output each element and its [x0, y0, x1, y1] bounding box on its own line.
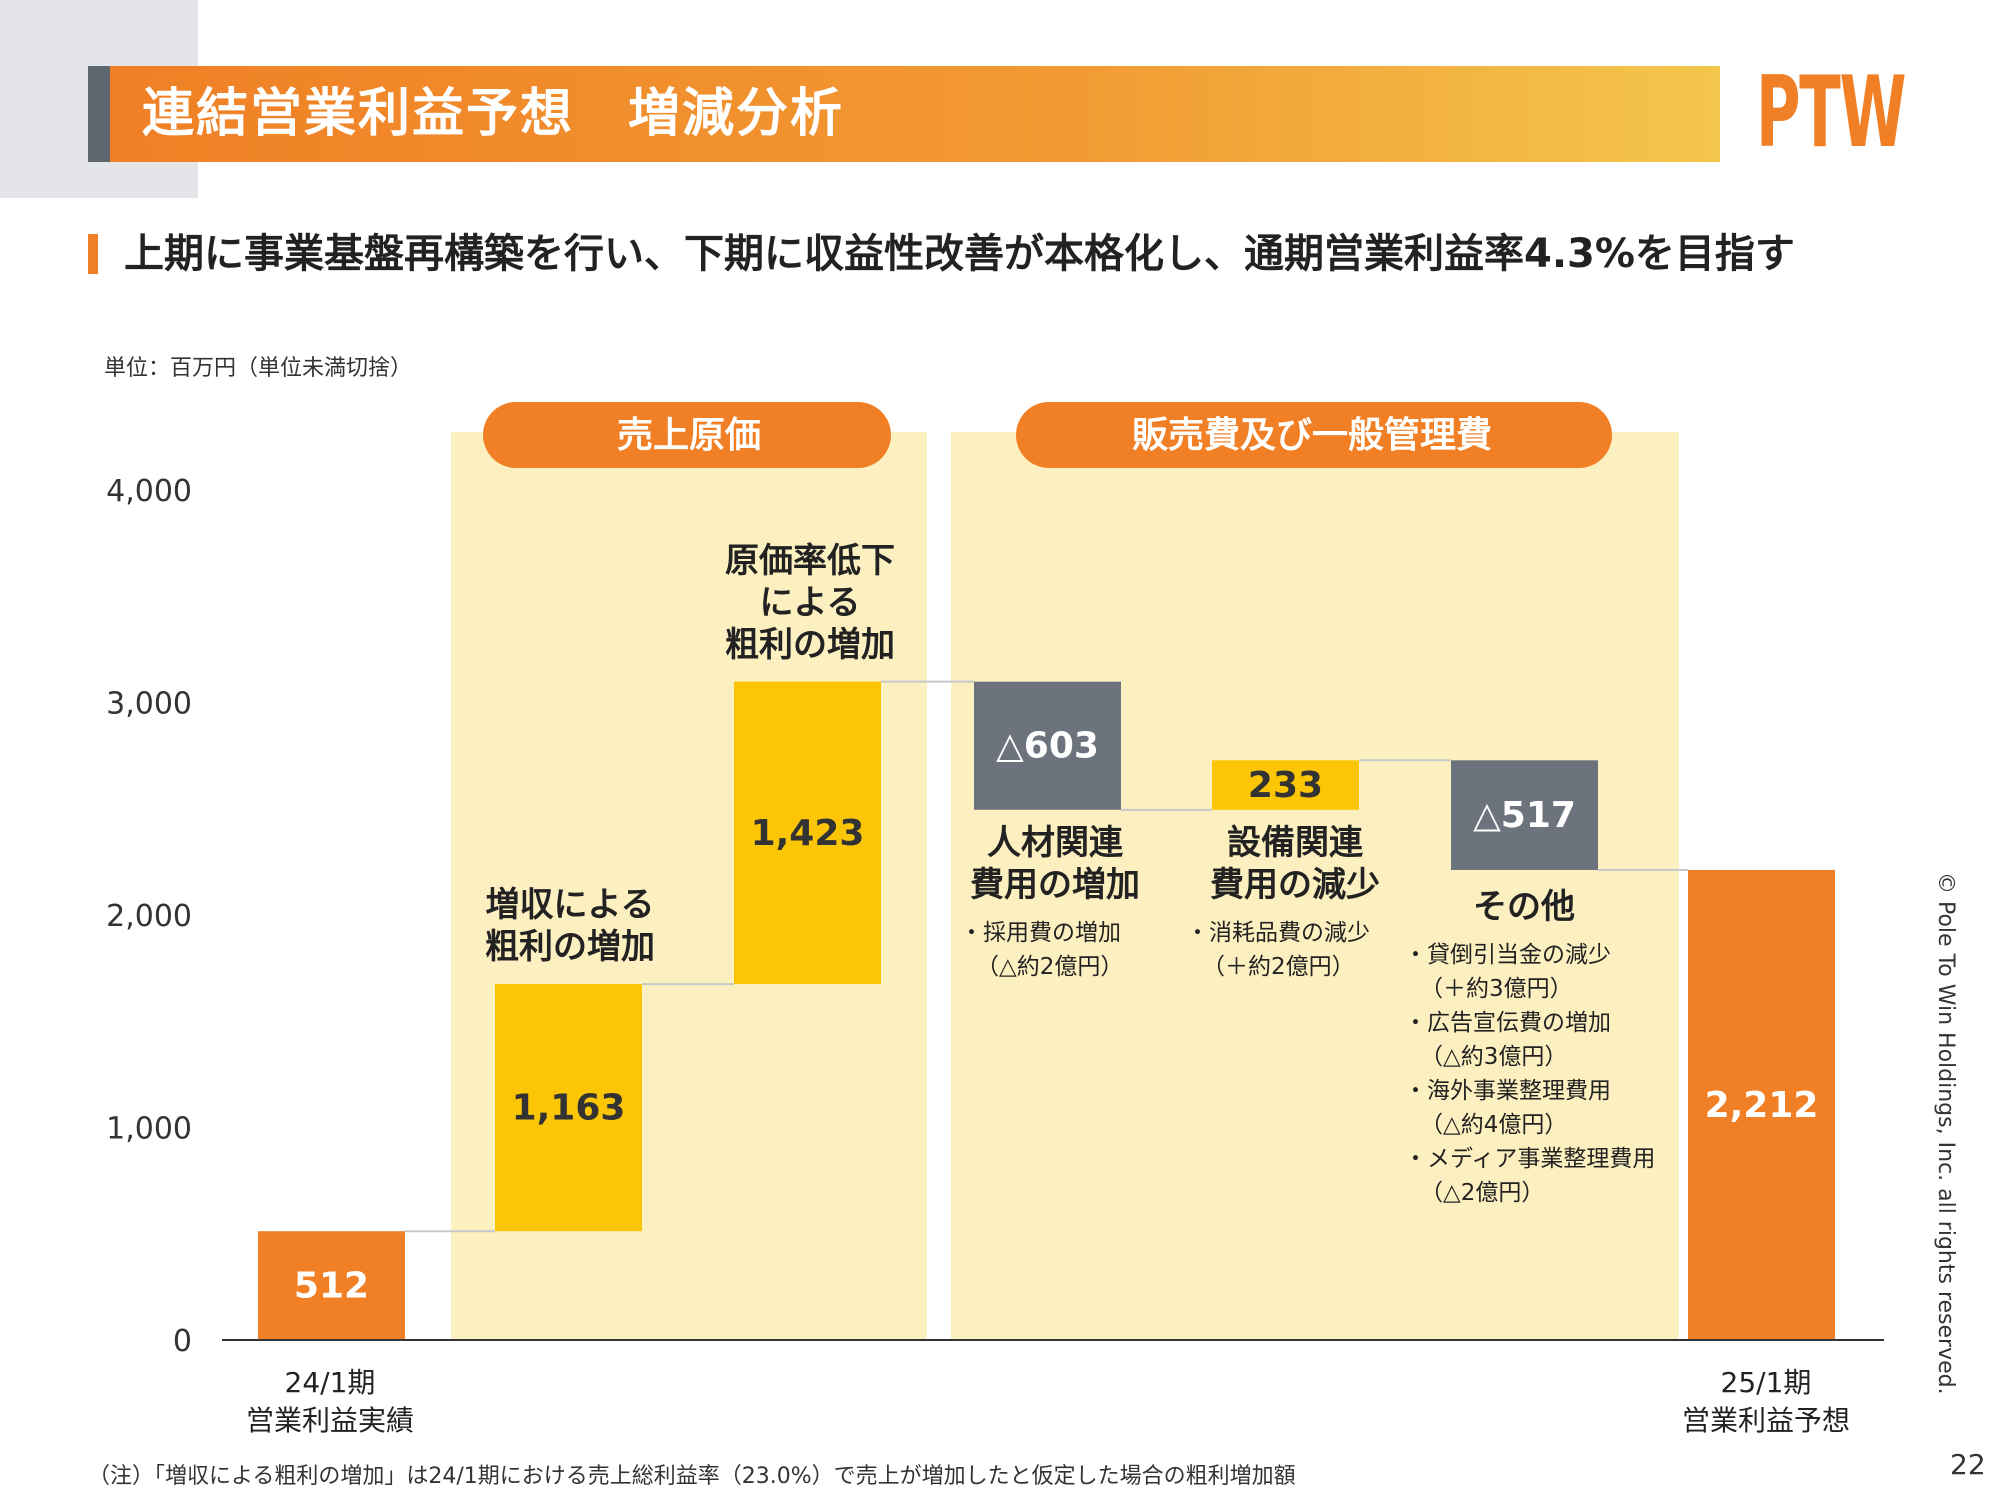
label-jinzai-line1: 人材関連	[987, 823, 1123, 863]
bar-value-label-3: 1,423	[751, 813, 865, 854]
label-zoushu: 増収による 粗利の増加	[470, 884, 670, 968]
bar-6	[1451, 760, 1598, 870]
page-subtitle: 上期に事業基盤再構築を行い、下期に収益性改善が本格化し、通期営業利益率4.3%を…	[124, 231, 1795, 277]
y-tick-label: 2,000	[106, 899, 192, 934]
bar-1	[258, 1231, 405, 1340]
xcat-25-1-line2: 営業利益予想	[1681, 1404, 1850, 1437]
footnote: （注）「増収による粗利の増加」は24/1期における売上総利益率（23.0%）で売…	[88, 1464, 1296, 1489]
title-accent	[88, 66, 110, 162]
unit-label: 単位：百万円（単位未満切捨）	[104, 356, 413, 381]
label-zoushu-line1: 増収による	[485, 885, 655, 925]
bullet-sonota-4: ・メディア事業整理費用	[1404, 1146, 1656, 1172]
bullet-sonota-4-amount: （△2億円）	[1420, 1180, 1545, 1206]
bar-value-label-1: 512	[294, 1266, 369, 1307]
copyright: © Pole To Win Holdings, Inc. all rights …	[1933, 872, 1958, 1395]
y-tick-label: 1,000	[106, 1112, 192, 1147]
bar-4	[974, 681, 1121, 810]
label-setsubi-line1: 設備関連	[1227, 823, 1363, 863]
bullet-setsubi-1: ・消耗品費の減少	[1186, 920, 1370, 946]
label-sonota: その他	[1424, 886, 1624, 928]
group-panel-2	[951, 432, 1679, 1340]
group-pill-1	[483, 402, 891, 468]
label-jinzai: 人材関連 費用の増加	[935, 822, 1175, 906]
xcat-24-1-line1: 24/1期	[284, 1366, 376, 1399]
label-sonota-line1: その他	[1473, 887, 1575, 927]
xcat-25-1-line1: 25/1期	[1720, 1366, 1812, 1399]
y-tick-label: 3,000	[106, 687, 192, 722]
bullet-setsubi-1-amount: （＋約2億円）	[1202, 954, 1355, 980]
bar-5	[1212, 760, 1359, 810]
bar-7	[1688, 869, 1835, 1340]
bullet-jinzai-1-amount: （△約2億円）	[976, 954, 1124, 980]
group-pill-label-1: 売上原価	[617, 415, 761, 456]
group-pill-label-2: 販売費及び一般管理費	[1132, 415, 1492, 456]
label-genka-line2: による	[759, 583, 861, 623]
xcat-24-1-line2: 営業利益実績	[245, 1404, 414, 1437]
bullets-setsubi: ・消耗品費の減少 （＋約2億円）	[1186, 916, 1370, 984]
label-genka-line3: 粗利の増加	[725, 625, 895, 665]
bullet-sonota-1-amount: （＋約3億円）	[1420, 976, 1573, 1002]
group-pill-2	[1016, 402, 1612, 468]
xcat-24-1: 24/1期 営業利益実績	[220, 1364, 440, 1440]
bullet-sonota-3: ・海外事業整理費用	[1404, 1078, 1611, 1104]
y-tick-label: 0	[173, 1324, 192, 1359]
xcat-25-1: 25/1期 営業利益予想	[1656, 1364, 1876, 1440]
label-genka-line1: 原価率低下	[725, 541, 895, 581]
label-zoushu-line2: 粗利の増加	[485, 927, 655, 967]
title-bar	[88, 66, 1720, 162]
bullets-sonota: ・貸倒引当金の減少 （＋約3億円） ・広告宣伝費の増加 （△約3億円） ・海外事…	[1404, 938, 1655, 1210]
bar-value-label-4: △603	[996, 726, 1099, 767]
bullets-jinzai: ・採用費の増加 （△約2億円）	[960, 916, 1123, 984]
bullet-jinzai-1: ・採用費の増加	[960, 920, 1121, 946]
bar-value-label-5: 233	[1248, 765, 1323, 806]
label-genka: 原価率低下 による 粗利の増加	[700, 540, 920, 666]
page-number: 22	[1950, 1448, 1986, 1481]
label-jinzai-line2: 費用の増加	[970, 865, 1140, 905]
bullet-sonota-2: ・広告宣伝費の増加	[1404, 1010, 1611, 1036]
y-tick-label: 4,000	[106, 474, 192, 509]
bar-value-label-2: 1,163	[512, 1088, 626, 1129]
label-setsubi: 設備関連 費用の減少	[1175, 822, 1415, 906]
label-setsubi-line2: 費用の減少	[1210, 865, 1380, 905]
bullet-sonota-3-amount: （△約4億円）	[1420, 1112, 1568, 1138]
bar-value-label-7: 2,212	[1705, 1085, 1819, 1126]
bullet-sonota-1: ・貸倒引当金の減少	[1404, 942, 1611, 968]
bullet-sonota-2-amount: （△約3億円）	[1420, 1044, 1568, 1070]
bar-2	[495, 984, 642, 1232]
bar-value-label-6: △517	[1473, 795, 1576, 836]
page-title: 連結営業利益予想 増減分析	[142, 84, 845, 144]
bar-3	[734, 681, 881, 985]
subtitle-marker	[88, 234, 98, 274]
